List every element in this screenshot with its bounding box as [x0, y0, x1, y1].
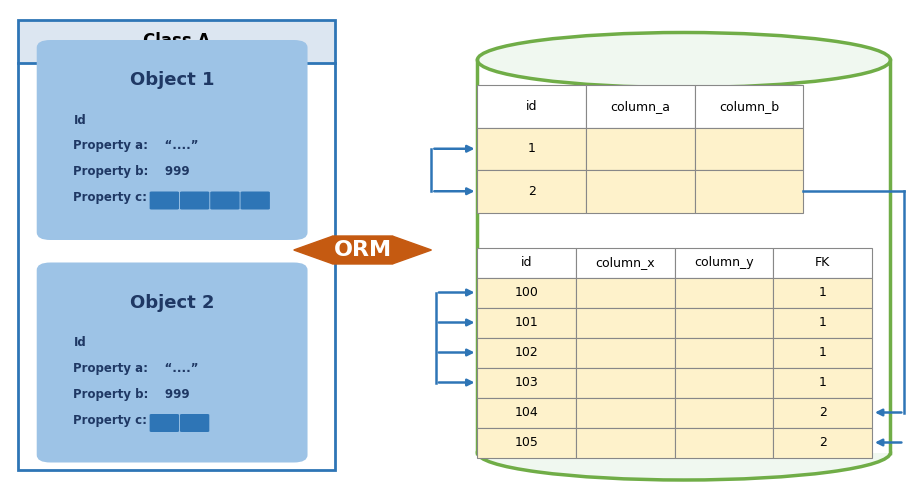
Bar [477, 170, 586, 212]
Text: 1: 1 [819, 286, 827, 299]
Text: column_a: column_a [610, 100, 670, 113]
Bar [477, 338, 577, 368]
Text: 104: 104 [515, 406, 539, 419]
Bar [695, 128, 803, 170]
Bar [477, 398, 577, 428]
Bar [18, 20, 335, 62]
Text: 1: 1 [528, 142, 535, 156]
Bar [774, 398, 872, 428]
Bar [774, 308, 872, 338]
Bar [695, 85, 803, 128]
FancyBboxPatch shape [180, 414, 209, 432]
Bar [774, 368, 872, 398]
Bar [577, 338, 675, 368]
Bar [18, 20, 335, 470]
Bar [774, 278, 872, 308]
Text: 2: 2 [819, 406, 827, 419]
Bar [577, 368, 675, 398]
Bar [675, 308, 774, 338]
Text: id: id [521, 256, 532, 269]
Text: 100: 100 [515, 286, 539, 299]
Bar [577, 308, 675, 338]
Bar [477, 368, 577, 398]
FancyBboxPatch shape [180, 192, 209, 210]
FancyBboxPatch shape [37, 40, 308, 240]
Bar [695, 170, 803, 212]
Ellipse shape [477, 32, 890, 88]
Bar [586, 85, 695, 128]
FancyBboxPatch shape [37, 262, 308, 462]
Ellipse shape [477, 425, 890, 480]
Text: 1: 1 [819, 316, 827, 329]
Text: Property c:: Property c: [73, 192, 148, 204]
Bar [675, 398, 774, 428]
FancyBboxPatch shape [210, 192, 240, 210]
Bar [18, 62, 335, 470]
Text: 105: 105 [515, 436, 539, 449]
Bar [577, 398, 675, 428]
Text: Class A: Class A [143, 32, 210, 50]
Bar [577, 278, 675, 308]
Text: 102: 102 [515, 346, 539, 359]
Text: column_x: column_x [596, 256, 655, 269]
Text: 1: 1 [819, 376, 827, 389]
Bar [477, 308, 577, 338]
Text: Property a:    “....”: Property a: “....” [73, 140, 199, 152]
Text: column_y: column_y [694, 256, 754, 269]
Text: Property c:: Property c: [73, 414, 148, 427]
Text: id: id [526, 100, 537, 113]
Text: Object 2: Object 2 [129, 294, 215, 312]
Text: 103: 103 [515, 376, 539, 389]
Text: 1: 1 [819, 346, 827, 359]
Bar [774, 248, 872, 278]
Bar [477, 128, 586, 170]
Bar [477, 85, 586, 128]
Polygon shape [294, 236, 431, 264]
Text: Object 1: Object 1 [129, 71, 215, 89]
Text: 2: 2 [528, 185, 535, 198]
Bar [586, 128, 695, 170]
Text: Property b:    999: Property b: 999 [73, 166, 190, 178]
Text: 101: 101 [515, 316, 539, 329]
Bar [774, 428, 872, 458]
Bar [586, 170, 695, 212]
Text: Property a:    “....”: Property a: “....” [73, 362, 199, 375]
Text: FK: FK [815, 256, 831, 269]
Bar [675, 278, 774, 308]
Bar [774, 338, 872, 368]
Bar [675, 338, 774, 368]
FancyBboxPatch shape [150, 414, 179, 432]
FancyBboxPatch shape [150, 192, 179, 210]
Bar [577, 428, 675, 458]
FancyBboxPatch shape [241, 192, 270, 210]
Bar [675, 368, 774, 398]
Text: Id: Id [73, 114, 86, 126]
Bar [477, 248, 577, 278]
Bar [675, 248, 774, 278]
Text: Id: Id [73, 336, 86, 349]
Bar [675, 428, 774, 458]
Bar [577, 248, 675, 278]
Bar [477, 278, 577, 308]
Bar [477, 428, 577, 458]
Text: 2: 2 [819, 436, 827, 449]
Bar [477, 60, 890, 452]
Text: Property b:    999: Property b: 999 [73, 388, 190, 401]
Text: ORM: ORM [333, 240, 392, 260]
Text: column_b: column_b [719, 100, 779, 113]
